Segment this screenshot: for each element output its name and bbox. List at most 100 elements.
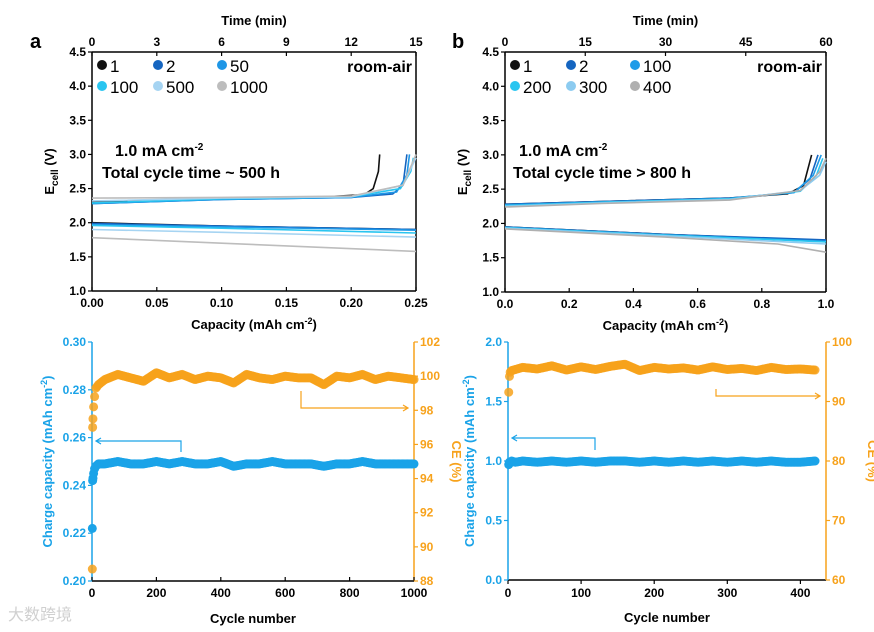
- y-tick-label: 0.28: [63, 383, 87, 397]
- legend-marker: [153, 81, 163, 91]
- watermark-text: 大数跨境: [8, 605, 72, 624]
- ce-series: [504, 359, 820, 397]
- watermark: 大数跨境: [8, 605, 72, 624]
- y-tick-label: 0.0: [485, 573, 502, 587]
- x-axis-label: Capacity (mAh cm-2): [191, 316, 317, 332]
- legend-label: 50: [230, 57, 249, 76]
- y2-tick-label: 98: [420, 403, 434, 417]
- ce-point: [810, 365, 820, 375]
- y-tick-label: 0.26: [63, 431, 87, 445]
- discharge-curve: [504, 227, 827, 245]
- x-tick-label: 0.0: [497, 297, 514, 311]
- x-tick-label: 400: [790, 586, 810, 600]
- left-axis-arrow: [510, 434, 596, 450]
- x-tick-label: 60: [819, 35, 833, 49]
- y2-tick-label: 100: [420, 369, 440, 383]
- y-tick-label: 1.0: [482, 285, 499, 299]
- y2-tick-label: 90: [832, 395, 846, 409]
- y-tick-label: 4.5: [482, 45, 499, 59]
- legend-label: 400: [643, 78, 671, 97]
- legend-marker: [630, 60, 640, 70]
- label-part: cell: [50, 169, 61, 186]
- annotation-cycle-time: Total cycle time ~ 500 h: [102, 165, 280, 182]
- y-axis-label: Ecell (V): [42, 148, 61, 194]
- x-tick-label: 0.00: [80, 296, 104, 310]
- discharge-curve: [504, 228, 827, 253]
- charge-capacity-series: [504, 456, 820, 470]
- annotation-current-density: 1.0 mA cm-2: [519, 142, 608, 160]
- x-tick-label: 400: [211, 586, 231, 600]
- legend-marker: [566, 81, 576, 91]
- y2-tick-label: 102: [420, 335, 440, 349]
- x-tick-label: 0: [89, 586, 96, 600]
- legend-marker: [510, 60, 520, 70]
- x-tick-label: 0: [502, 35, 509, 49]
- x-tick-label: 100: [571, 586, 591, 600]
- y-tick-label: 1.5: [485, 395, 502, 409]
- label-part: Charge capacity (mAh cm: [40, 388, 55, 548]
- panel-label-b: b: [452, 31, 464, 53]
- x-tick-label: 800: [340, 586, 360, 600]
- charge-capacity-point: [810, 456, 820, 466]
- x-tick-label: 0.25: [404, 296, 428, 310]
- y-tick-label: 3.5: [69, 113, 86, 127]
- label-part: 1.0 mA cm: [115, 143, 194, 160]
- y2-axis-label: CE (%): [449, 441, 464, 483]
- legend-marker: [217, 81, 227, 91]
- label-part: -2: [194, 142, 203, 153]
- x-tick-label: 0: [89, 35, 96, 49]
- x-tick-label: 200: [146, 586, 166, 600]
- label-part: E: [455, 186, 470, 195]
- y-tick-label: 2.0: [69, 216, 86, 230]
- voltage-chart-a: 0.00 0.05 0.10 0.15 0.20 0.250 3 6 9 12 151.01.52.…: [42, 13, 428, 332]
- ce-point: [409, 375, 419, 385]
- y2-tick-label: 88: [420, 574, 434, 588]
- legend-label: 2: [579, 57, 588, 76]
- label-part: (V): [42, 148, 57, 169]
- legend-label: 200: [523, 78, 551, 97]
- label-part: Capacity (mAh cm: [191, 317, 304, 332]
- y-tick-label: 1.0: [485, 454, 502, 468]
- legend-label: 1: [110, 57, 119, 76]
- x-tick-label: 0.2: [561, 297, 578, 311]
- right-axis-arrow: [715, 389, 822, 400]
- y-tick-label: 2.5: [69, 182, 86, 196]
- x-tick-label: 30: [659, 35, 673, 49]
- y2-tick-label: 80: [832, 454, 846, 468]
- ce-point: [88, 414, 98, 424]
- legend-marker: [97, 81, 107, 91]
- legend-marker: [630, 81, 640, 91]
- y2-tick-label: 94: [420, 472, 434, 486]
- x-tick-label: 0.6: [689, 297, 706, 311]
- panel-label-a: a: [30, 31, 42, 53]
- ce-point: [88, 422, 98, 432]
- label-part: -2: [598, 142, 607, 153]
- ce-point: [504, 387, 514, 397]
- y-tick-label: 2.0: [482, 216, 499, 230]
- x-axis-label: Capacity (mAh cm-2): [603, 317, 729, 333]
- legend-label: 100: [110, 78, 138, 97]
- corner-label: room-air: [757, 59, 822, 76]
- series-cycle-400: [504, 157, 827, 253]
- y-tick-label: 0.24: [63, 478, 87, 492]
- y2-tick-label: 92: [420, 506, 434, 520]
- x-tick-label: 0.20: [340, 296, 364, 310]
- x-tick-label: 200: [644, 586, 664, 600]
- charge-capacity-point: [409, 459, 419, 469]
- label-part: E: [42, 186, 57, 195]
- ce-point: [90, 392, 100, 402]
- x-tick-label: 6: [218, 35, 225, 49]
- ce-point: [89, 402, 99, 412]
- y-tick-label: 4.5: [69, 45, 86, 59]
- label-part: ): [313, 317, 317, 332]
- x-axis-label: Cycle number: [210, 611, 296, 626]
- y2-tick-label: 96: [420, 437, 434, 451]
- x-tick-label: 15: [579, 35, 593, 49]
- y-tick-label: 2.5: [482, 182, 499, 196]
- x-tick-label: 3: [153, 35, 160, 49]
- x-tick-label: 0.05: [145, 296, 169, 310]
- x-tick-label: 9: [283, 35, 290, 49]
- y-axis-label: Charge capacity (mAh cm-2): [39, 375, 55, 547]
- legend-label: 2: [166, 57, 175, 76]
- annotation-current-density: 1.0 mA cm-2: [115, 142, 204, 160]
